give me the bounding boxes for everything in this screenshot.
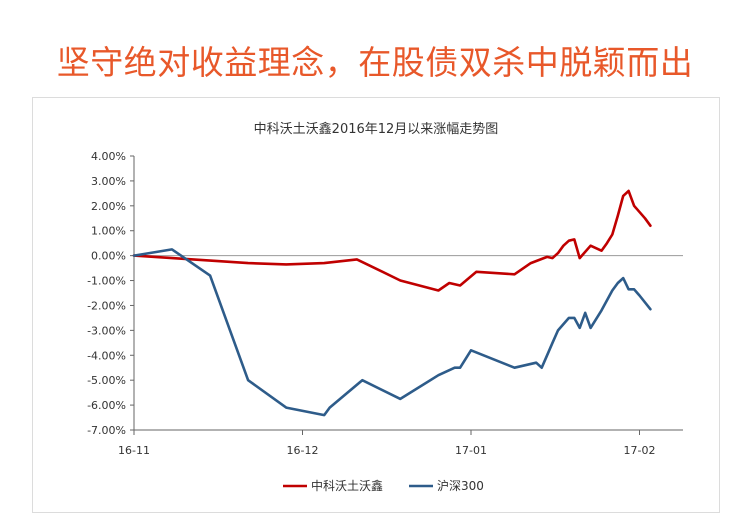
y-axis-ticks: 4.00% 3.00% 2.00% 1.00% 0.00% -1.00% -2.00% -3.… xyxy=(87,150,134,437)
line-chart: 中科沃土沃鑫2016年12月以来涨幅走势图 4.00% 3.00% 2.00% 1.0… xyxy=(87,121,683,493)
y-tick-label: 4.00% xyxy=(91,150,126,163)
y-tick-label: -6.00% xyxy=(87,399,126,412)
y-tick-label: -4.00% xyxy=(87,349,126,362)
chart-panel: 中科沃土沃鑫2016年12月以来涨幅走势图 4.00% 3.00% 2.00% 1.0… xyxy=(32,97,720,513)
x-tick-label: 17-01 xyxy=(455,444,487,457)
x-axis-ticks: 16-11 16-12 17-01 17-02 xyxy=(118,430,655,457)
x-tick-label: 16-12 xyxy=(287,444,319,457)
x-tick-label: 16-11 xyxy=(118,444,150,457)
y-tick-label: -1.00% xyxy=(87,275,126,288)
y-tick-label: 1.00% xyxy=(91,225,126,238)
axes xyxy=(133,156,683,431)
legend-label: 沪深300 xyxy=(437,479,484,493)
legend-label: 中科沃土沃鑫 xyxy=(311,478,383,493)
series-lines xyxy=(132,189,652,417)
y-tick-label: 2.00% xyxy=(91,200,126,213)
y-tick-label: -2.00% xyxy=(87,299,126,312)
y-tick-label: -3.00% xyxy=(87,324,126,337)
x-tick-label: 17-02 xyxy=(624,444,656,457)
y-tick-label: -7.00% xyxy=(87,424,126,437)
y-tick-label: 3.00% xyxy=(91,175,126,188)
y-tick-label: -5.00% xyxy=(87,374,126,387)
chart-title: 中科沃土沃鑫2016年12月以来涨幅走势图 xyxy=(254,121,499,137)
series-line-1 xyxy=(132,189,652,292)
page-headline: 坚守绝对收益理念，在股债双杀中脱颖而出 xyxy=(56,43,694,82)
series-line-2 xyxy=(132,248,652,417)
legend: 中科沃土沃鑫 沪深300 xyxy=(283,478,484,493)
y-tick-label: 0.00% xyxy=(91,250,126,263)
